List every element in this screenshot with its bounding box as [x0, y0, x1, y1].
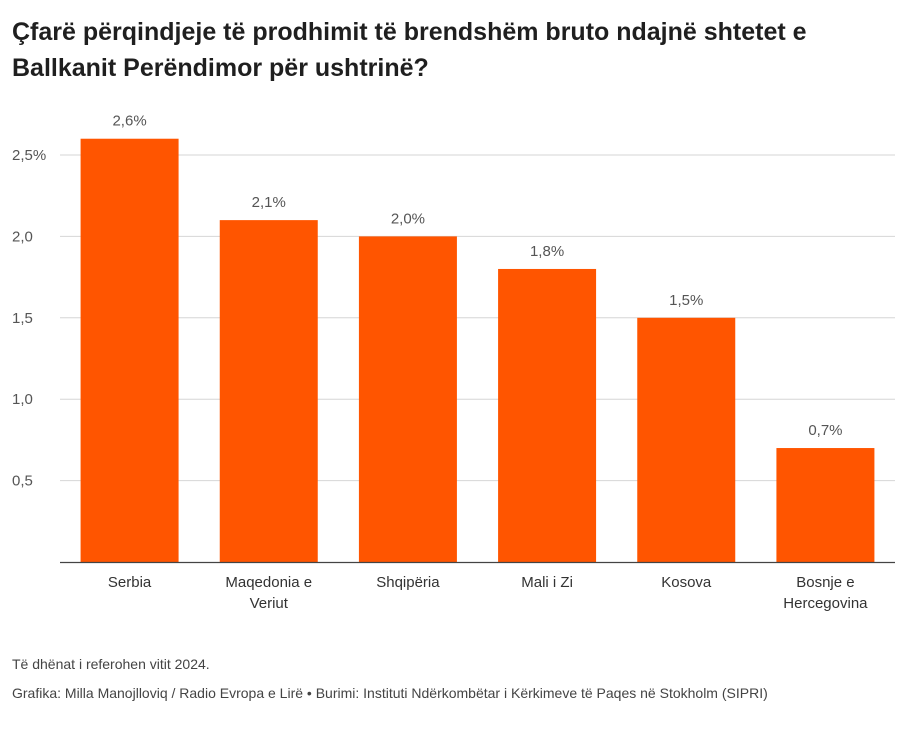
bar — [498, 268, 597, 562]
category-label-line: Maqedonia e — [225, 574, 312, 591]
source-credits: Grafika: Milla Manojlloviq / Radio Evrop… — [12, 685, 768, 701]
chart-title: Çfarë përqindjeje të prodhimit të brends… — [12, 18, 807, 82]
data-note: Të dhënat i referohen vitit 2024. — [12, 656, 210, 672]
y-tick-label: 2,5% — [12, 147, 46, 164]
bar — [219, 220, 318, 562]
grid-lines — [60, 154, 895, 482]
category-label: Mali i Zi — [521, 574, 573, 591]
bar — [80, 138, 179, 562]
bar-value-label: 0,7% — [808, 422, 842, 439]
category-label-line: Bosnje e — [796, 574, 854, 591]
category-label: Serbia — [108, 574, 152, 591]
category-label-line: Serbia — [108, 574, 152, 591]
bar — [358, 236, 457, 562]
bar — [776, 448, 875, 562]
y-tick-label: 1,5 — [12, 310, 33, 327]
y-tick-label: 2,0 — [12, 228, 33, 245]
data-labels: 2,6% 2,1% 2,0% 1,8% 1,5% 0,7% — [112, 113, 842, 439]
category-label: Maqedonia e Veriut — [225, 574, 312, 612]
y-tick-label: 0,5 — [12, 473, 33, 490]
bar — [637, 317, 736, 562]
bar-chart: 0,5 1,0 1,5 2,0 2,5% 2,6% 2,1% 2,0% 1,8% 1,5% 0,7… — [12, 113, 895, 612]
y-axis-ticks: 0,5 1,0 1,5 2,0 2,5% — [12, 147, 46, 490]
bar-value-label: 2,0% — [391, 210, 425, 227]
bars — [80, 138, 875, 562]
category-label-line: Hercegovina — [783, 595, 868, 612]
bar-value-label: 2,6% — [112, 113, 146, 130]
category-label: Shqipëria — [376, 574, 440, 591]
bar-value-label: 1,8% — [530, 243, 564, 260]
category-label-line: Shqipëria — [376, 574, 440, 591]
category-label: Kosova — [661, 574, 712, 591]
y-tick-label: 1,0 — [12, 391, 33, 408]
bar-value-label: 1,5% — [669, 292, 703, 309]
category-label-line: Kosova — [661, 574, 712, 591]
bar-value-label: 2,1% — [252, 194, 286, 211]
category-label: Bosnje e Hercegovina — [783, 574, 868, 612]
category-label-line: Veriut — [250, 595, 289, 612]
category-label-line: Mali i Zi — [521, 574, 573, 591]
x-axis-categories: Serbia Maqedonia e Veriut Shqipëria Mali i Z… — [108, 574, 868, 612]
